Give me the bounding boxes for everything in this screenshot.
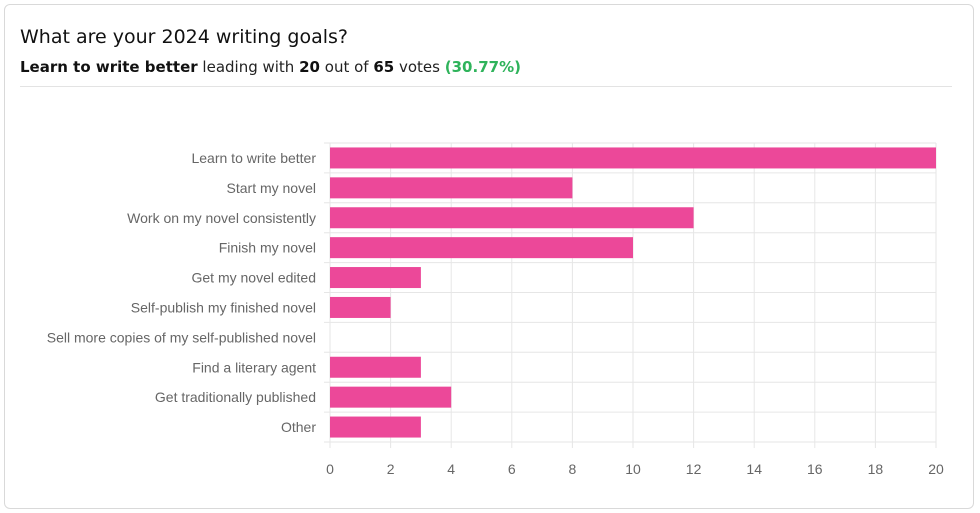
x-tick-label: 10: [625, 461, 641, 477]
bar: [330, 356, 421, 378]
x-tick-label: 16: [807, 461, 823, 477]
category-label: Get my novel edited: [191, 270, 316, 286]
leading-option: Learn to write better: [20, 58, 198, 76]
x-tick-label: 18: [868, 461, 884, 477]
header-divider: [20, 86, 952, 87]
category-label: Self-publish my finished novel: [131, 299, 316, 315]
out-of-text: out of: [324, 58, 369, 76]
x-tick-label: 20: [928, 461, 944, 477]
poll-question: What are your 2024 writing goals?: [20, 26, 348, 48]
bar: [330, 386, 452, 408]
category-label: Get traditionally published: [155, 389, 316, 405]
total-votes: 65: [373, 58, 395, 76]
bar: [330, 177, 573, 199]
x-tick-label: 0: [326, 461, 334, 477]
category-label: Learn to write better: [191, 150, 316, 166]
category-label: Work on my novel consistently: [127, 210, 316, 226]
x-tick-label: 2: [387, 461, 395, 477]
leader-percent: (30.77%): [444, 58, 521, 76]
x-tick-label: 14: [746, 461, 762, 477]
category-label: Sell more copies of my self-published no…: [47, 329, 316, 345]
bar: [330, 416, 421, 438]
category-label: Other: [281, 419, 316, 435]
x-tick-label: 6: [508, 461, 516, 477]
bar: [330, 296, 391, 318]
x-tick-label: 8: [569, 461, 577, 477]
category-label: Finish my novel: [219, 240, 316, 256]
poll-summary: Learn to write better leading with 20 ou…: [20, 58, 521, 76]
x-tick-label: 4: [447, 461, 455, 477]
bar: [330, 237, 633, 259]
leading-text: leading with: [202, 58, 295, 76]
bar: [330, 207, 694, 229]
leader-votes: 20: [299, 58, 320, 76]
bar: [330, 267, 421, 289]
category-label: Start my novel: [227, 180, 316, 196]
bar: [330, 147, 936, 169]
votes-text: votes: [399, 58, 440, 76]
category-label: Find a literary agent: [192, 359, 316, 375]
x-tick-label: 12: [686, 461, 702, 477]
